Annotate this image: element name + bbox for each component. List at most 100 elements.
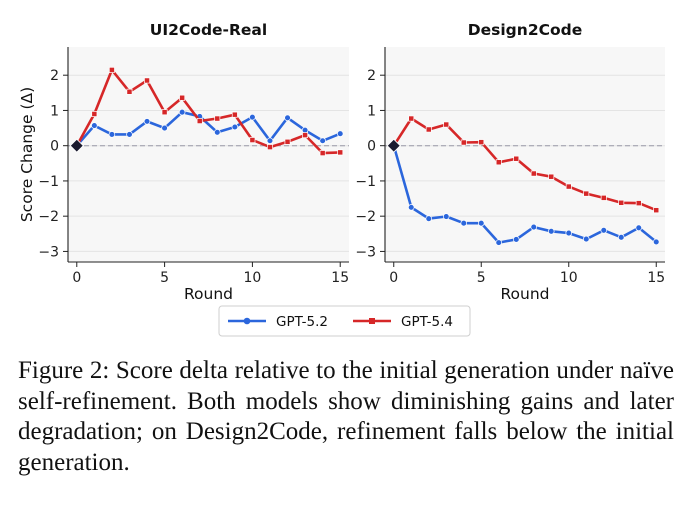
legend-box: [218, 305, 471, 337]
data-point: [460, 139, 467, 146]
data-point: [478, 219, 485, 227]
y-tick-label: −1: [38, 174, 59, 190]
data-point: [108, 131, 116, 138]
x-tick-label: 5: [160, 270, 169, 286]
data-point: [495, 159, 502, 166]
data-point: [512, 236, 520, 243]
data-point: [161, 124, 168, 132]
data-point: [143, 118, 151, 125]
data-point: [425, 126, 432, 133]
data-point: [108, 66, 115, 73]
data-point: [231, 123, 239, 131]
x-tick-label: 0: [72, 270, 81, 286]
y-tick-label: −2: [38, 209, 59, 225]
plot-area: [68, 47, 349, 262]
data-point: [443, 121, 450, 128]
data-point: [600, 194, 607, 201]
data-point: [530, 223, 537, 231]
data-point: [582, 235, 590, 243]
data-point: [547, 228, 555, 235]
y-tick-label: 2: [367, 68, 376, 84]
legend-marker: [243, 317, 251, 325]
data-point: [336, 130, 344, 137]
data-point: [249, 137, 256, 143]
data-point: [460, 219, 468, 227]
y-tick-label: 0: [50, 139, 59, 155]
data-point: [443, 213, 450, 220]
x-tick-label: 15: [331, 270, 349, 286]
data-point: [635, 200, 642, 207]
data-point: [548, 173, 555, 180]
y-tick-label: −3: [38, 244, 59, 260]
data-point: [513, 155, 520, 162]
data-point: [266, 137, 274, 145]
x-tick-label: 5: [477, 270, 486, 286]
data-point: [284, 114, 291, 122]
data-point: [565, 229, 572, 237]
chart-title: UI2Code-Real: [150, 21, 267, 39]
initial-point-marker: [386, 138, 401, 153]
data-point: [408, 204, 415, 211]
data-point: [635, 224, 642, 232]
data-point: [284, 138, 291, 145]
data-point: [91, 122, 98, 129]
data-point: [161, 109, 168, 116]
data-point: [495, 239, 503, 246]
data-point: [267, 144, 273, 151]
y-tick-label: −3: [355, 244, 376, 260]
data-point: [196, 118, 203, 124]
plot-area: [385, 47, 665, 262]
data-point: [126, 131, 133, 138]
chart-ui2code-real: −3 −2 −1 0 1 2 0 5 10 15 UI2Code-Real Round Score Ch…: [18, 21, 349, 303]
data-point: [618, 199, 625, 206]
data-point: [600, 227, 607, 234]
x-tick-label: 10: [243, 270, 261, 286]
data-point: [652, 238, 660, 246]
y-tick-label: −1: [355, 174, 376, 190]
data-point: [91, 111, 98, 117]
data-point: [337, 149, 344, 156]
chart-title: Design2Code: [468, 21, 582, 39]
data-point: [478, 139, 485, 146]
series-line-gpt-5-2: [392, 145, 658, 244]
data-point: [126, 88, 133, 95]
y-tick-label: 1: [50, 103, 59, 119]
initial-point-marker: [69, 138, 84, 153]
data-point: [231, 111, 238, 118]
data-point: [408, 115, 415, 122]
figure-caption: Figure 2: Score delta relative to the in…: [18, 357, 674, 476]
data-point: [319, 137, 326, 145]
data-point: [425, 215, 433, 222]
y-tick-label: 1: [367, 103, 376, 119]
x-tick-label: 10: [560, 270, 578, 286]
series-line-gpt-5-4: [75, 68, 341, 155]
x-axis-label: Round: [500, 285, 549, 303]
x-tick-label: 15: [647, 270, 665, 286]
data-point: [617, 234, 625, 241]
legend-marker: [369, 318, 375, 324]
legend: GPT-5.2 GPT-5.4: [218, 305, 471, 337]
legend-label: GPT-5.2: [276, 314, 328, 330]
chart-design2code: −3 −2 −1 0 1 2 0 5 10 15 Design2Code Round: [355, 21, 665, 303]
data-point: [144, 77, 150, 84]
data-point: [214, 115, 221, 122]
y-tick-label: 2: [50, 68, 59, 84]
data-point: [530, 170, 537, 177]
data-point: [249, 113, 256, 121]
y-tick-label: −2: [355, 209, 376, 225]
data-point: [653, 207, 660, 214]
data-point: [583, 190, 590, 197]
data-point: [565, 183, 572, 190]
x-tick-label: 0: [389, 270, 398, 286]
series-line-gpt-5-2: [75, 110, 341, 147]
data-point: [214, 129, 221, 136]
data-point: [302, 132, 309, 139]
data-point: [178, 108, 186, 116]
data-point: [179, 94, 186, 101]
y-tick-label: 0: [367, 139, 376, 155]
legend-label: GPT-5.4: [401, 314, 453, 330]
series-line-gpt-5-4: [392, 117, 657, 212]
data-point: [319, 150, 326, 157]
y-axis-label: Score Change (Δ): [18, 87, 36, 222]
